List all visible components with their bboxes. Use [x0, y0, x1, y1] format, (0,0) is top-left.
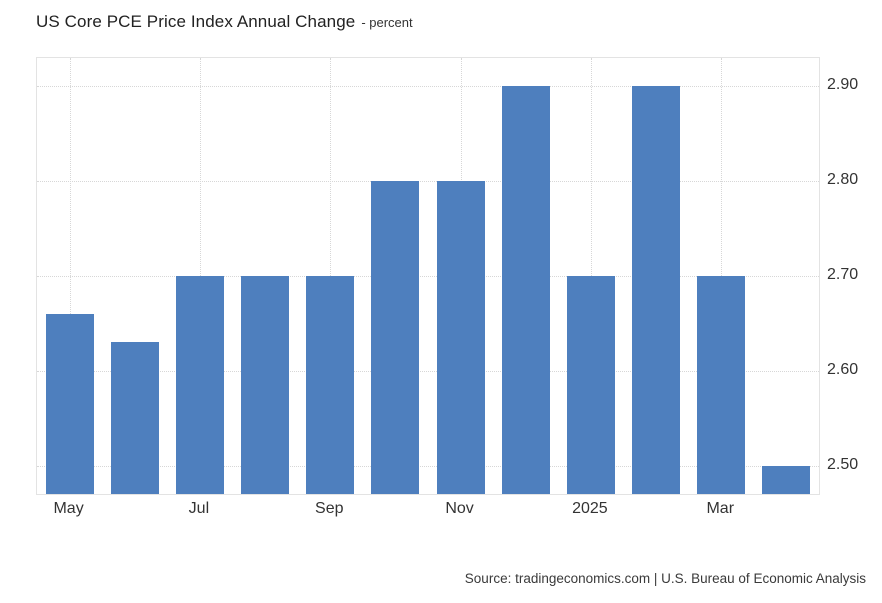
x-tick-label: May: [53, 500, 84, 517]
chart-subtitle: - percent: [361, 15, 413, 30]
bar-jan-2025[interactable]: [566, 276, 615, 494]
gridline-horizontal: [37, 86, 819, 88]
y-tick-label: 2.60: [827, 360, 859, 378]
x-tick-label: Jul: [188, 500, 210, 517]
bar-jun-2024[interactable]: [110, 342, 159, 494]
bar-jul-2024[interactable]: [175, 276, 224, 494]
bar-oct-2024[interactable]: [371, 181, 420, 494]
bar-dec-2024[interactable]: [501, 86, 550, 494]
bar-mar-2025[interactable]: [697, 276, 746, 494]
x-tick-label: Sep: [315, 500, 344, 517]
gridline-horizontal: [37, 276, 819, 277]
gridline-horizontal: [37, 465, 819, 467]
bar-nov-2024[interactable]: [436, 181, 485, 494]
y-tick-label: 2.80: [827, 171, 859, 189]
y-tick-label: 2.70: [827, 266, 859, 283]
bar-apr-2025[interactable]: [762, 465, 811, 494]
bar-may-2024[interactable]: [45, 313, 94, 494]
chart-header: US Core PCE Price Index Annual Change - p…: [36, 12, 413, 32]
y-tick-label: 2.90: [827, 76, 859, 94]
bar-sep-2024[interactable]: [306, 276, 355, 494]
gridline-horizontal: [37, 370, 819, 372]
y-tick-label: 2.50: [827, 455, 859, 473]
bar-aug-2024[interactable]: [241, 276, 290, 494]
chart-title: US Core PCE Price Index Annual Change: [36, 12, 356, 31]
gridline-horizontal: [37, 181, 819, 183]
plot-area: [36, 57, 820, 495]
bar-feb-2025[interactable]: [632, 86, 681, 494]
x-tick-label: Nov: [445, 500, 474, 517]
x-tick-label: Mar: [706, 500, 735, 517]
source-attribution: Source: tradingeconomics.com | U.S. Bure…: [464, 571, 866, 586]
gridline-vertical: [69, 58, 71, 494]
x-tick-label: 2025: [572, 500, 608, 517]
